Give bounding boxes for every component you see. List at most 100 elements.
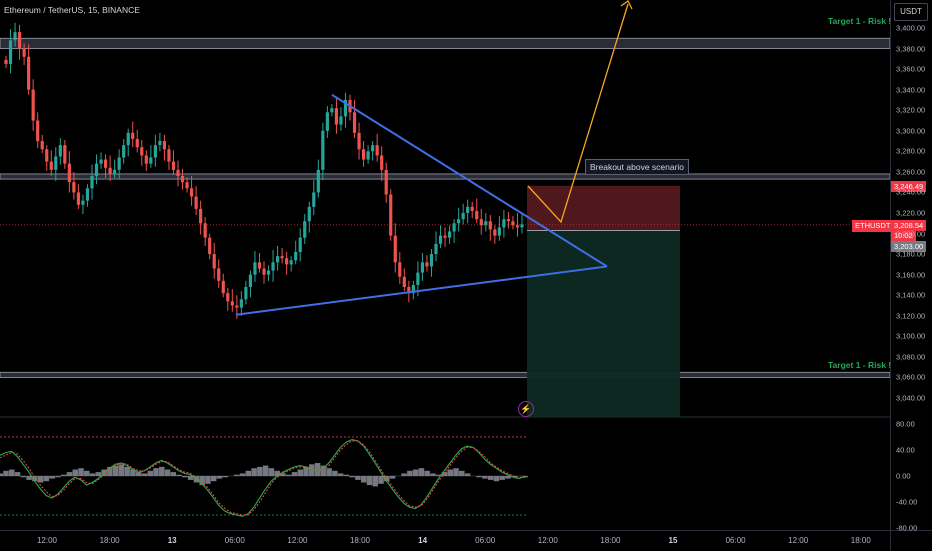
candle-body xyxy=(135,139,139,148)
histogram-bar xyxy=(326,468,332,476)
candle-body xyxy=(185,182,189,189)
histogram-bar xyxy=(251,468,257,476)
candle-body xyxy=(484,221,488,226)
price-tick-label: 3,040.00 xyxy=(896,393,926,403)
candle-body xyxy=(8,40,13,64)
histogram-bar xyxy=(424,470,430,476)
candle-body xyxy=(194,196,198,209)
histogram-bar xyxy=(3,470,9,476)
last-price-tag: 3,208.54 xyxy=(891,220,927,231)
oscillator-tick-label: -80.00 xyxy=(896,523,918,533)
price-tick-label: 3,180.00 xyxy=(896,249,926,259)
histogram-bar xyxy=(135,472,142,476)
candle-body xyxy=(94,163,99,176)
candle-body xyxy=(398,262,402,277)
candle-body xyxy=(416,272,420,285)
candle-body xyxy=(289,260,293,265)
candle-body xyxy=(502,219,506,228)
chart-canvas[interactable] xyxy=(0,0,890,530)
histogram-bar xyxy=(118,464,125,476)
candle-body xyxy=(266,270,271,275)
candle-body xyxy=(466,206,470,213)
histogram-bar xyxy=(291,472,298,476)
histogram-bar xyxy=(49,476,55,479)
candle-body xyxy=(506,219,511,222)
candle-body xyxy=(262,268,266,275)
candle-body xyxy=(257,262,262,269)
time-tick-label: 18:00 xyxy=(349,536,371,545)
lightning-bolt-icon[interactable]: ⚡ xyxy=(518,401,534,417)
oscillator-line xyxy=(0,440,525,516)
histogram-bar xyxy=(487,476,494,480)
candle-body xyxy=(108,167,112,174)
histogram-bar xyxy=(176,474,182,476)
candle-body xyxy=(239,299,243,308)
histogram-bar xyxy=(499,476,505,480)
histogram-bar xyxy=(349,476,355,478)
symbol-title[interactable]: Ethereum / TetherUS, 15, BINANCE xyxy=(4,5,140,15)
histogram-bar xyxy=(389,476,396,479)
candle-body xyxy=(117,157,121,170)
time-tick-label: 06:00 xyxy=(475,536,496,545)
candle-body xyxy=(429,254,434,267)
histogram-bar xyxy=(285,474,292,476)
candle-body xyxy=(357,132,361,150)
time-tick-label: 18:00 xyxy=(600,536,621,545)
candle-body xyxy=(271,262,275,271)
histogram-bar xyxy=(32,476,38,482)
candle-body xyxy=(58,145,62,157)
candle-body xyxy=(76,192,81,205)
currency-button[interactable]: USDT xyxy=(894,3,928,21)
candle-body xyxy=(321,130,325,170)
main-chart-pane[interactable] xyxy=(0,0,890,530)
candle-body xyxy=(217,268,221,281)
histogram-bar xyxy=(297,469,303,476)
histogram-bar xyxy=(14,472,21,476)
candle-body xyxy=(162,141,167,150)
histogram-bar xyxy=(216,476,223,479)
candle-body xyxy=(113,169,117,174)
candle-body xyxy=(230,301,234,306)
time-tick-label: 06:00 xyxy=(224,536,245,545)
histogram-bar xyxy=(493,476,500,482)
histogram-bar xyxy=(66,472,73,476)
candle-body xyxy=(511,221,515,226)
candle-body xyxy=(4,59,8,64)
candle-body xyxy=(126,132,130,146)
candle-body xyxy=(226,293,230,302)
candle-body xyxy=(22,48,26,57)
histogram-bar xyxy=(112,465,119,476)
candle-body xyxy=(298,237,302,253)
candle-body xyxy=(167,149,171,162)
candle-body xyxy=(248,274,253,287)
histogram-bar xyxy=(303,466,309,476)
oscillator-tick-label: -40.00 xyxy=(896,497,918,507)
candle-body xyxy=(447,231,452,238)
candle-body xyxy=(199,208,203,224)
candle-body xyxy=(488,221,492,230)
candle-body xyxy=(361,149,366,160)
candle-body xyxy=(40,141,44,150)
histogram-bar xyxy=(234,474,240,476)
histogram-bar xyxy=(320,465,327,476)
candle-body xyxy=(425,262,429,267)
histogram-bar xyxy=(262,465,269,476)
projection-path xyxy=(527,3,629,224)
candle-body xyxy=(366,151,370,160)
histogram-bar xyxy=(360,476,367,483)
histogram-bar xyxy=(107,466,113,476)
histogram-bar xyxy=(366,476,373,486)
symbol-price-tag: ETHUSDT xyxy=(852,220,894,232)
candle-body xyxy=(334,108,339,125)
breakout-note[interactable]: Breakout above scenario xyxy=(585,159,690,175)
histogram-bar xyxy=(205,476,211,484)
candle-body xyxy=(443,235,447,238)
price-tick-label: 3,080.00 xyxy=(896,352,926,362)
histogram-bar xyxy=(355,476,361,480)
histogram-bar xyxy=(187,476,194,480)
histogram-bar xyxy=(210,476,217,482)
time-axis[interactable] xyxy=(0,530,890,551)
price-tick-label: 3,320.00 xyxy=(896,105,926,115)
price-axis[interactable] xyxy=(890,0,932,530)
price-tick-label: 3,160.00 xyxy=(896,270,926,280)
